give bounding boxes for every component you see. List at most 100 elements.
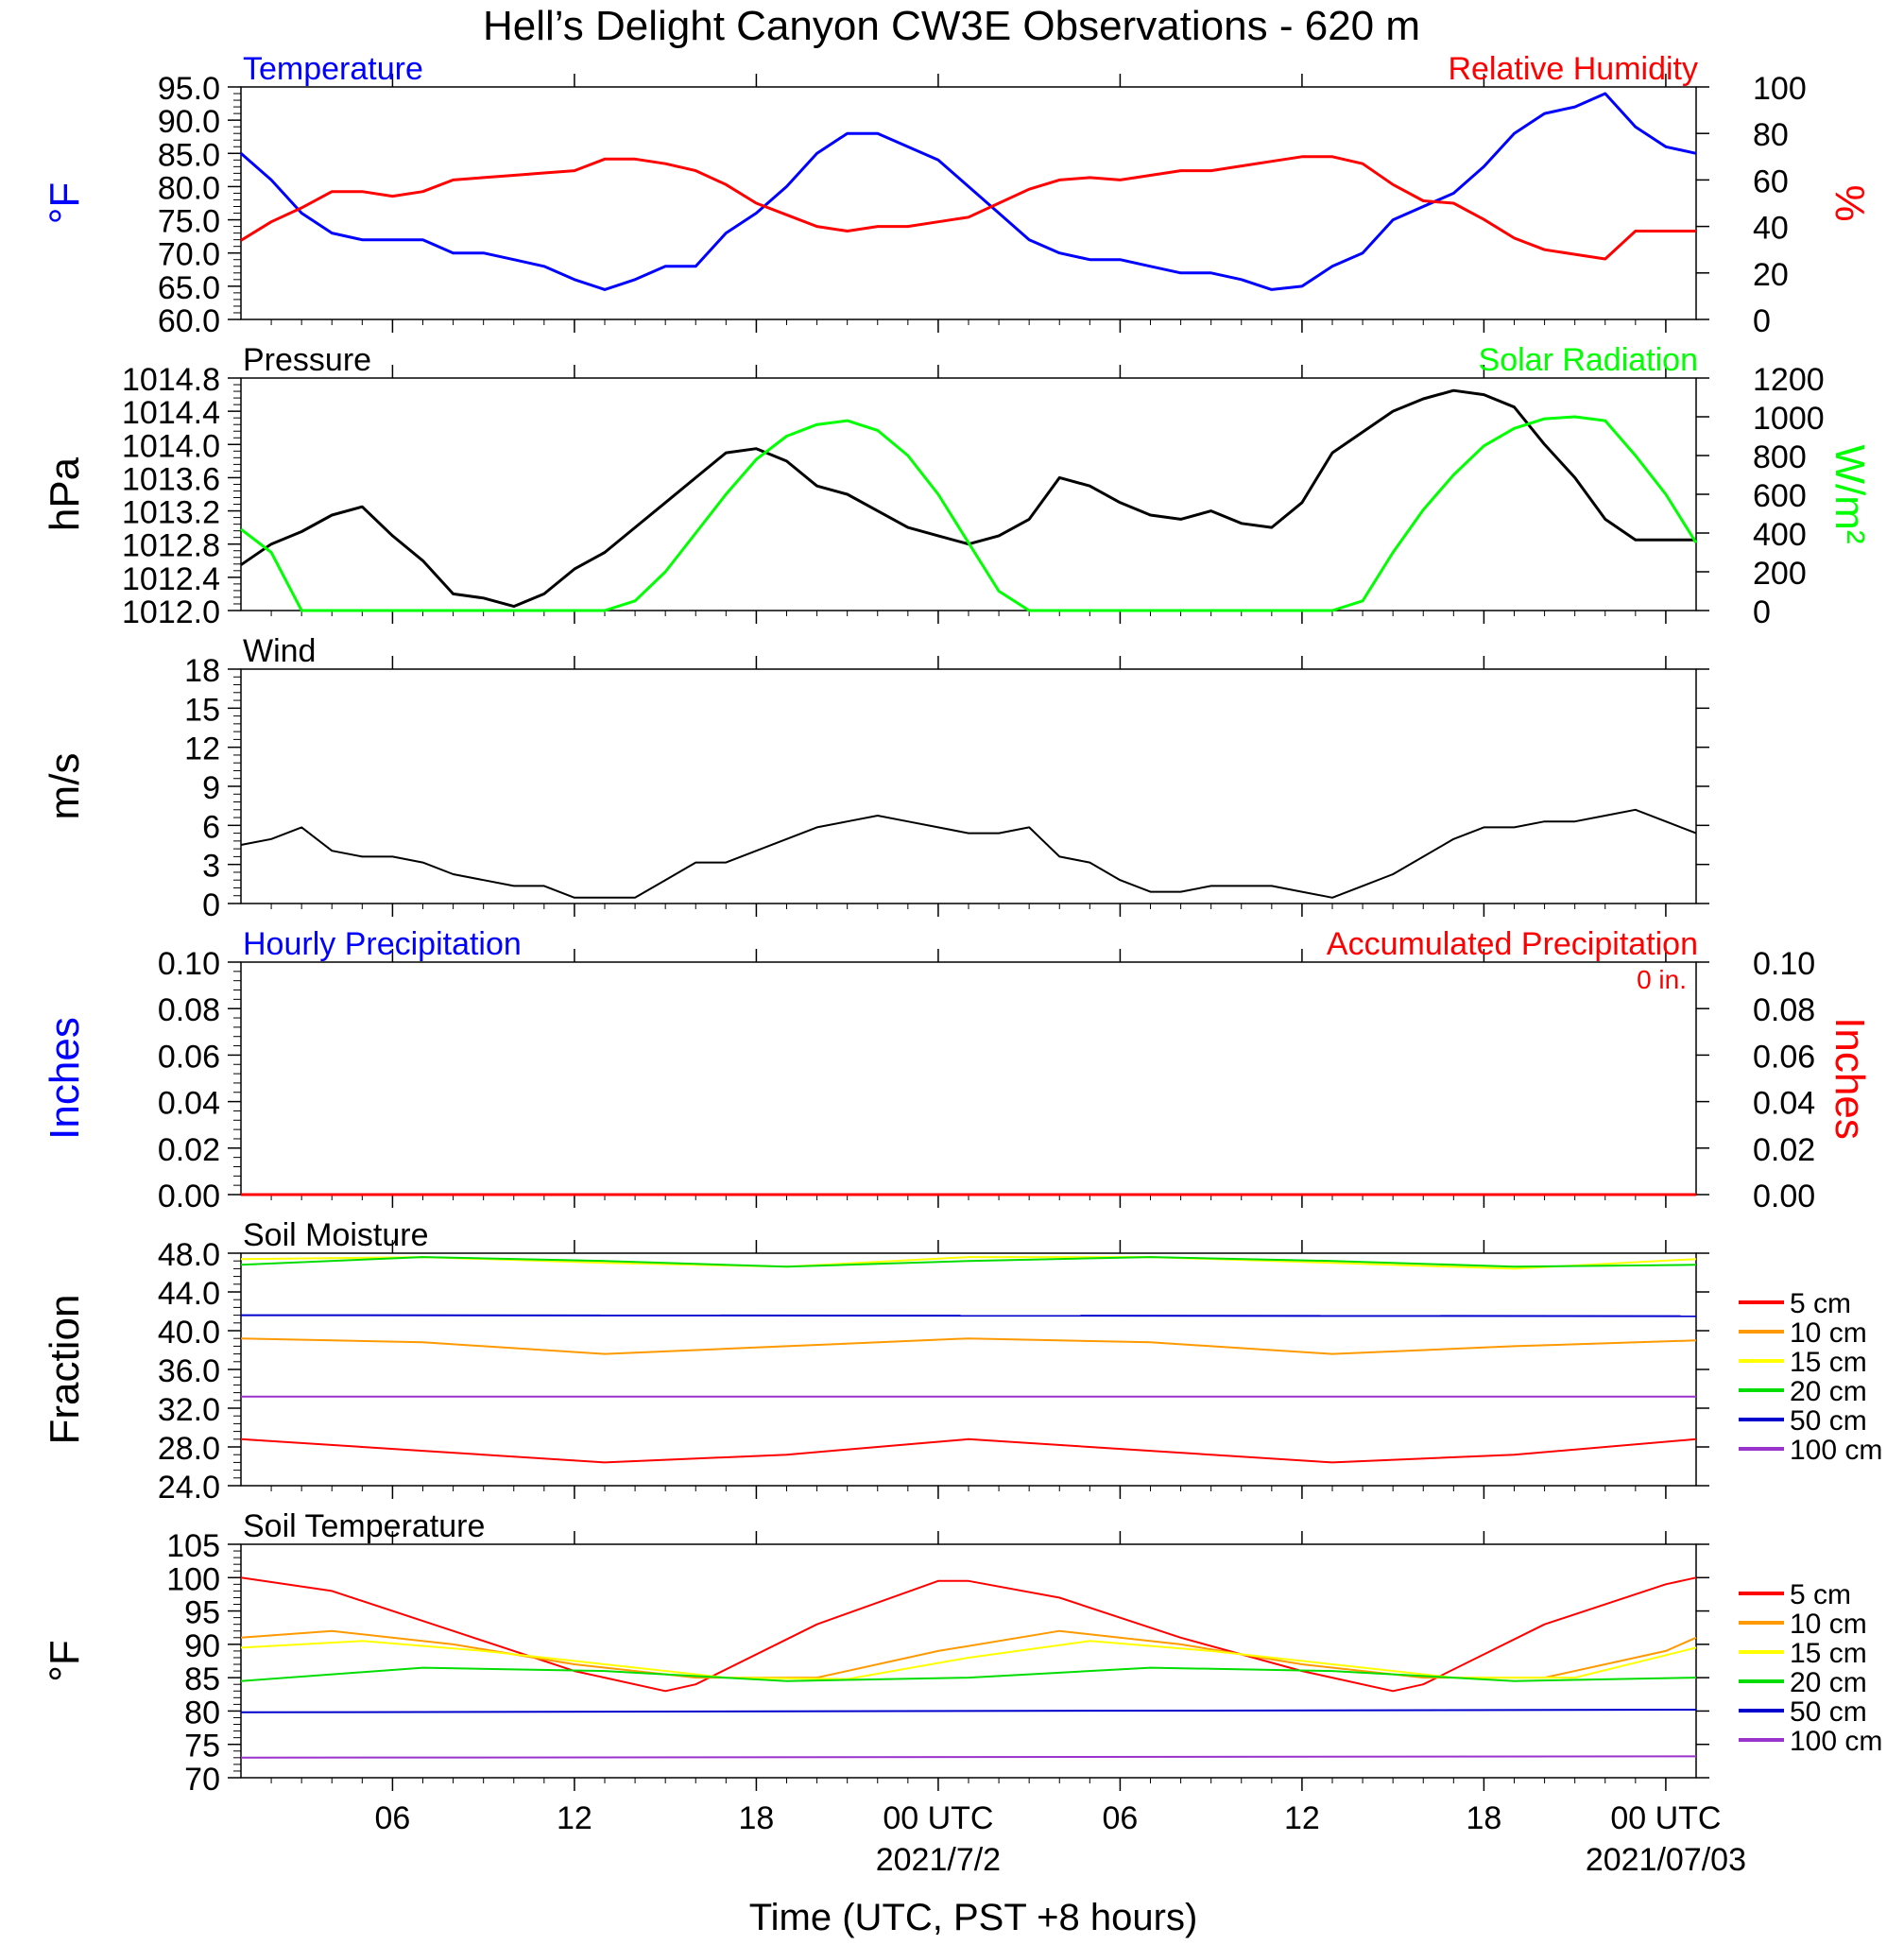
annotation-text: 0 in. xyxy=(1637,965,1687,994)
y-tick-label-right: 0.02 xyxy=(1753,1132,1815,1168)
y-tick-label-left: 48.0 xyxy=(158,1237,220,1273)
y-axis-label-left: hPa xyxy=(42,456,88,531)
y-axis-label-left: Inches xyxy=(42,1017,88,1140)
y-tick-label-left: 9 xyxy=(202,770,220,806)
y-tick-label-left: 0.10 xyxy=(158,946,220,982)
y-axis-label-right: Inches xyxy=(1827,1017,1873,1140)
y-tick-label-left: 18 xyxy=(184,653,220,689)
figure-title: Hell’s Delight Canyon CW3E Observations … xyxy=(483,3,1420,49)
y-tick-label-right: 0.04 xyxy=(1753,1086,1815,1122)
y-tick-label-left: 75.0 xyxy=(158,204,220,240)
legend-label: 50 cm xyxy=(1790,1405,1867,1437)
y-tick-label-left: 60.0 xyxy=(158,303,220,339)
series-line-10-cm xyxy=(240,1629,1697,1679)
y-tick-label-left: 32.0 xyxy=(158,1392,220,1428)
series-line-wind xyxy=(240,808,1697,899)
y-axis-label-left: °F xyxy=(42,1640,88,1681)
y-tick-label-left: 0.06 xyxy=(158,1039,220,1075)
panel-title-left: Pressure xyxy=(243,342,371,378)
panel-title-right: Relative Humidity xyxy=(1448,51,1698,87)
y-axis-label-left: Fraction xyxy=(42,1295,88,1445)
y-tick-label-right: 400 xyxy=(1753,517,1807,553)
chart-panels: 95.090.085.080.075.070.065.060.010080604… xyxy=(42,51,1882,1878)
plot-frame xyxy=(240,1252,1697,1487)
y-tick-label-left: 12 xyxy=(184,732,220,767)
panel-soil_moisture: 48.044.040.036.032.028.024.0 Soil Moistur… xyxy=(42,1217,1882,1506)
x-date-label: 2021/07/03 xyxy=(1586,1842,1746,1878)
series-line-15-cm xyxy=(240,1256,1697,1270)
legend-label: 100 cm xyxy=(1790,1435,1882,1466)
series-line-100-cm xyxy=(240,1755,1697,1759)
legend-label: 15 cm xyxy=(1790,1347,1867,1378)
y-tick-label-right: 0 xyxy=(1753,303,1771,339)
y-tick-label-right: 1200 xyxy=(1753,362,1825,398)
y-tick-label-right: 80 xyxy=(1753,117,1789,153)
panel-title-left: Soil Temperature xyxy=(243,1508,485,1544)
plot-frame xyxy=(240,961,1697,1196)
y-tick-label-left: 1012.0 xyxy=(122,594,220,630)
x-date-label: 2021/7/2 xyxy=(876,1842,1001,1878)
plot-frame xyxy=(240,668,1697,904)
legend-label: 20 cm xyxy=(1790,1376,1867,1407)
y-tick-label-left: 15 xyxy=(184,692,220,728)
x-tick-label: 12 xyxy=(1284,1800,1320,1836)
panel-temperature_rh: 95.090.085.080.075.070.065.060.0 100 80 60 4… xyxy=(42,51,1873,339)
panel-pressure_solar: 1014.81014.41014.01013.61013.21012.81012… xyxy=(42,342,1873,630)
y-tick-label-left: 90 xyxy=(184,1628,220,1664)
y-tick-label-right: 0 xyxy=(1753,594,1771,630)
y-tick-label-right: 40 xyxy=(1753,211,1789,247)
panel-title-left: Temperature xyxy=(243,51,423,87)
legend-label: 5 cm xyxy=(1790,1579,1851,1610)
y-tick-label-left: 70.0 xyxy=(158,237,220,273)
series-line-pressure xyxy=(240,388,1696,609)
legend-label: 20 cm xyxy=(1790,1667,1867,1698)
series-line-relative-humidity xyxy=(240,155,1696,261)
y-tick-label-right: 0.06 xyxy=(1753,1039,1815,1075)
x-tick-label: 18 xyxy=(739,1800,775,1836)
y-tick-label-right: 600 xyxy=(1753,478,1807,514)
y-tick-label-right: 200 xyxy=(1753,556,1807,592)
y-tick-label-left: 3 xyxy=(202,849,220,885)
plot-frame xyxy=(240,1543,1697,1779)
legend-label: 5 cm xyxy=(1790,1288,1851,1319)
y-tick-label-right: 100 xyxy=(1753,71,1807,107)
panel-title-right: Accumulated Precipitation xyxy=(1327,926,1698,962)
y-tick-label-left: 1012.4 xyxy=(122,561,220,597)
y-tick-label-left: 36.0 xyxy=(158,1353,220,1389)
y-axis-label-left: m/s xyxy=(42,753,88,820)
y-tick-label-left: 95.0 xyxy=(158,71,220,107)
plot-frame xyxy=(240,86,1697,320)
series-line-50-cm xyxy=(240,1709,1697,1713)
y-tick-label-right: 0.08 xyxy=(1753,992,1815,1028)
legend-label: 15 cm xyxy=(1790,1638,1867,1669)
y-tick-label-left: 0 xyxy=(202,887,220,923)
y-tick-label-left: 1012.8 xyxy=(122,528,220,564)
y-tick-label-left: 65.0 xyxy=(158,270,220,306)
y-axis-label-left: °F xyxy=(42,182,88,224)
y-tick-label-left: 0.00 xyxy=(158,1179,220,1214)
y-tick-label-left: 40.0 xyxy=(158,1315,220,1351)
y-tick-label-left: 1014.0 xyxy=(122,428,220,464)
y-tick-label-right: 1000 xyxy=(1753,401,1825,437)
panel-precipitation: 0.10 0.08 0.06 0.04 0.02 0.00 0.10 0.08 0.06 0.04… xyxy=(42,926,1873,1214)
y-tick-label-left: 70 xyxy=(184,1762,220,1798)
y-tick-label-right: 0.10 xyxy=(1753,946,1815,982)
plot-frame xyxy=(240,377,1697,611)
y-tick-label-right: 20 xyxy=(1753,257,1789,293)
y-tick-label-left: 100 xyxy=(166,1561,220,1597)
series-line-20-cm xyxy=(240,1256,1697,1268)
panel-title-right: Solar Radiation xyxy=(1479,342,1698,378)
y-tick-label-left: 95 xyxy=(184,1595,220,1631)
y-tick-label-left: 80.0 xyxy=(158,170,220,206)
y-tick-label-left: 24.0 xyxy=(158,1470,220,1506)
x-axis-title: Time (UTC, PST +8 hours) xyxy=(749,1897,1198,1938)
y-tick-label-left: 85.0 xyxy=(158,137,220,173)
x-tick-label: 12 xyxy=(557,1800,592,1836)
y-axis-label-right: % xyxy=(1827,184,1873,221)
series-line-20-cm xyxy=(240,1666,1697,1682)
y-tick-label-left: 0.02 xyxy=(158,1132,220,1168)
series-line-5-cm xyxy=(240,1576,1697,1693)
